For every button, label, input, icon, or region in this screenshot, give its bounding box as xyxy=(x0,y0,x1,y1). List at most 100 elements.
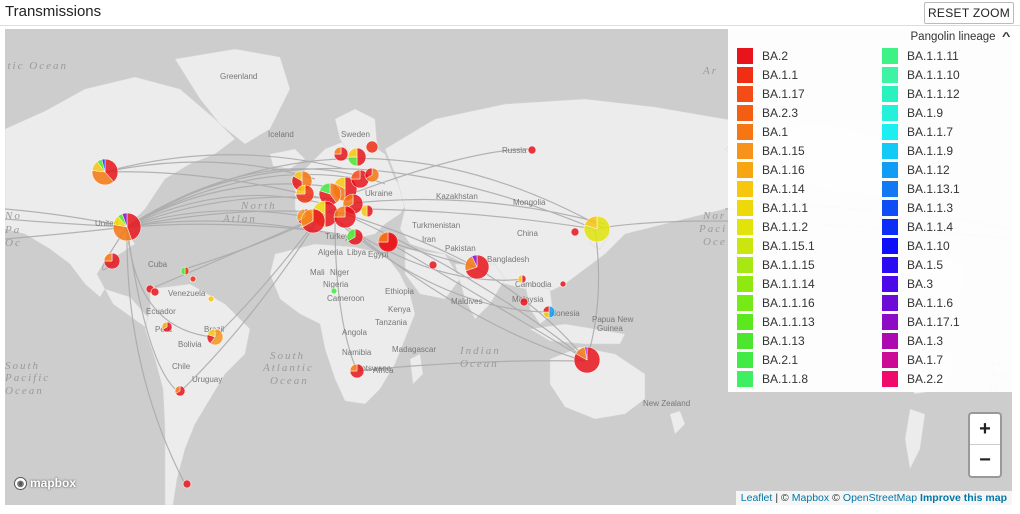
mapbox-link[interactable]: Mapbox xyxy=(791,492,830,504)
openstreetmap-link[interactable]: OpenStreetMap xyxy=(842,492,918,504)
svg-text:Paci: Paci xyxy=(698,223,727,235)
pie-marker-ukraine[interactable] xyxy=(364,167,380,183)
pie-marker-chile[interactable] xyxy=(174,385,186,397)
pie-marker-portugal[interactable] xyxy=(295,184,315,204)
pie-slice xyxy=(104,158,119,183)
legend-item[interactable]: BA.1.1.11 xyxy=(882,46,960,65)
pie-marker-scandinavia[interactable] xyxy=(347,147,367,167)
legend-label: BA.2.3 xyxy=(762,105,799,120)
pie-marker-brazil-east[interactable] xyxy=(207,295,215,303)
pie-marker-india[interactable] xyxy=(464,254,490,280)
legend-item[interactable]: BA.1.3 xyxy=(882,331,960,350)
legend-item[interactable]: BA.1 xyxy=(737,122,815,141)
svg-text:Botswana: Botswana xyxy=(356,364,392,373)
pie-marker-italy[interactable] xyxy=(333,205,357,229)
legend-item[interactable]: BA.2.1 xyxy=(737,350,815,369)
pie-marker-nigeria[interactable] xyxy=(330,287,338,295)
pie-marker-poland[interactable] xyxy=(350,169,370,189)
map-canvas[interactable]: Greenland Iceland Sweden Russia Ukraine … xyxy=(5,29,1012,505)
legend-item[interactable]: BA.1.1.9 xyxy=(882,141,960,160)
pie-marker-brazil[interactable] xyxy=(206,328,224,346)
legend-item[interactable]: BA.1.1.2 xyxy=(737,217,815,236)
pie-marker-cuba[interactable] xyxy=(180,266,190,276)
chevron-up-icon[interactable]: ^ xyxy=(1001,31,1010,43)
legend-item[interactable]: BA.1.7 xyxy=(882,350,960,369)
pie-marker-korea[interactable] xyxy=(570,227,580,237)
svg-text:Malaysia: Malaysia xyxy=(512,295,544,304)
pie-slice xyxy=(126,212,142,241)
pie-marker-indonesia[interactable] xyxy=(542,305,556,319)
pie-marker-israel[interactable] xyxy=(377,231,399,253)
pie-marker-argentina[interactable] xyxy=(182,479,192,489)
pie-marker-philippines[interactable] xyxy=(559,280,567,288)
pie-slice xyxy=(364,167,373,179)
svg-text:Ocean: Ocean xyxy=(460,358,499,370)
legend-item[interactable]: BA.3 xyxy=(882,274,960,293)
legend-item[interactable]: BA.1.1 xyxy=(737,65,815,84)
pie-marker-norway[interactable] xyxy=(333,146,349,162)
pie-marker-japan[interactable] xyxy=(583,215,611,243)
pie-marker-australia[interactable] xyxy=(573,346,601,374)
legend-item[interactable]: BA.1.1.4 xyxy=(882,217,960,236)
pie-marker-finland[interactable] xyxy=(365,140,379,154)
legend-item[interactable]: BA.1.15 xyxy=(737,141,815,160)
legend-item[interactable]: BA.1.1.12 xyxy=(882,84,960,103)
svg-text:South: South xyxy=(5,360,40,372)
legend-item[interactable]: BA.1.16 xyxy=(737,160,815,179)
pie-marker-peru[interactable] xyxy=(161,321,173,333)
legend-item[interactable]: BA.1.10 xyxy=(882,236,960,255)
legend-item[interactable]: BA.1.13.1 xyxy=(882,179,960,198)
legend-label: BA.1.1.14 xyxy=(762,276,815,291)
pie-slice xyxy=(189,275,197,283)
pie-marker-canada[interactable] xyxy=(91,158,119,186)
svg-text:Libya: Libya xyxy=(347,248,367,257)
svg-text:Cameroon: Cameroon xyxy=(327,294,364,303)
svg-text:Niger: Niger xyxy=(330,268,349,277)
reset-zoom-button[interactable]: RESET ZOOM xyxy=(924,2,1014,24)
legend-item[interactable]: BA.1.1.14 xyxy=(737,274,815,293)
pie-marker-usa-east[interactable] xyxy=(112,212,142,242)
legend-item[interactable]: BA.1.1.13 xyxy=(737,312,815,331)
pie-marker-malaysia[interactable] xyxy=(519,297,529,307)
legend-item[interactable]: BA.1.1.16 xyxy=(737,293,815,312)
pie-marker-ecuador[interactable] xyxy=(150,287,160,297)
legend-item[interactable]: BA.2.3 xyxy=(737,103,815,122)
legend-item[interactable]: BA.1.13 xyxy=(737,331,815,350)
legend-item[interactable]: BA.2 xyxy=(737,46,815,65)
legend-item[interactable]: BA.1.1.8 xyxy=(737,369,815,388)
legend-item[interactable]: BA.1.1.1 xyxy=(737,198,815,217)
legend-item[interactable]: BA.1.1.7 xyxy=(882,122,960,141)
legend-item[interactable]: BA.1.1.10 xyxy=(882,65,960,84)
pie-marker-cambodia[interactable] xyxy=(517,274,527,284)
pie-marker-russia[interactable] xyxy=(527,145,537,155)
legend-item[interactable]: BA.1.14 xyxy=(737,179,815,198)
legend-item[interactable]: BA.1.1.3 xyxy=(882,198,960,217)
pie-marker-benelux[interactable] xyxy=(318,182,342,206)
svg-text:North: North xyxy=(240,200,277,212)
pie-marker-baltic[interactable] xyxy=(360,204,374,218)
legend-item[interactable]: BA.1.5 xyxy=(882,255,960,274)
mapbox-logo[interactable]: ◉ mapbox xyxy=(14,476,76,490)
legend-item[interactable]: BA.1.1.15 xyxy=(737,255,815,274)
legend-item[interactable]: BA.1.15.1 xyxy=(737,236,815,255)
svg-text:Turkey: Turkey xyxy=(325,232,349,241)
pie-marker-venezuela[interactable] xyxy=(189,275,197,283)
pie-marker-mexico[interactable] xyxy=(103,252,121,270)
pie-marker-gulf[interactable] xyxy=(428,260,438,270)
legend-item[interactable]: BA.1.17.1 xyxy=(882,312,960,331)
zoom-out-button[interactable]: − xyxy=(979,448,991,471)
legend-item[interactable]: BA.1.12 xyxy=(882,160,960,179)
improve-map-link[interactable]: Improve this map xyxy=(920,492,1007,504)
zoom-in-button[interactable]: + xyxy=(979,417,991,440)
leaflet-link[interactable]: Leaflet xyxy=(740,492,773,504)
legend-item[interactable]: BA.2.2 xyxy=(882,369,960,388)
legend-item[interactable]: BA.1.1.6 xyxy=(882,293,960,312)
pie-marker-balkans[interactable] xyxy=(346,228,364,246)
svg-text:Algeria: Algeria xyxy=(318,248,343,257)
pie-marker-south-africa[interactable] xyxy=(349,363,365,379)
legend-item[interactable]: BA.1.17 xyxy=(737,84,815,103)
pie-marker-spain[interactable] xyxy=(300,208,326,234)
svg-text:Mali: Mali xyxy=(310,268,325,277)
legend-item[interactable]: BA.1.9 xyxy=(882,103,960,122)
legend-header[interactable]: Pangolin lineage ^ xyxy=(911,31,1010,43)
